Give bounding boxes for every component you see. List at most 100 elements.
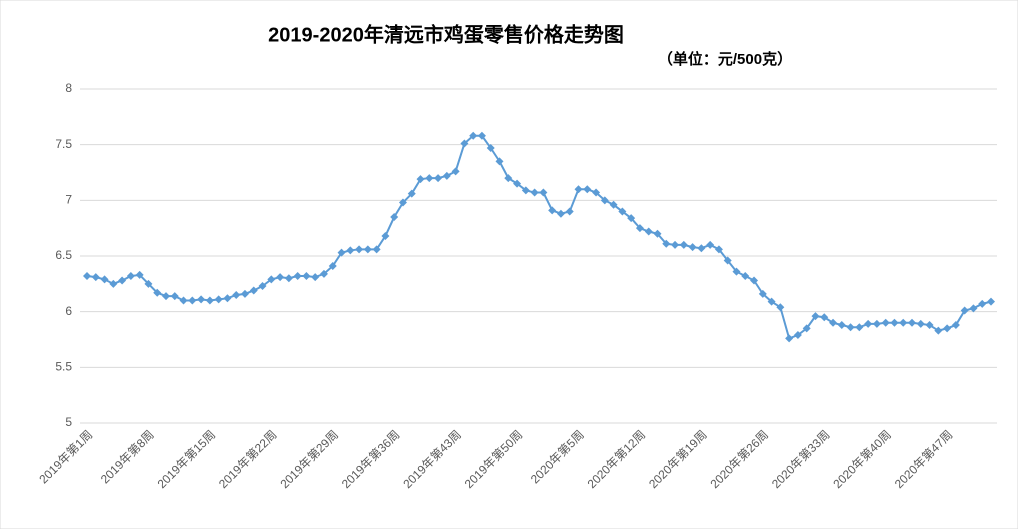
data-point	[328, 262, 337, 271]
chart-title: 2019-2020年清远市鸡蛋零售价格走势图	[268, 22, 624, 46]
data-point	[91, 273, 100, 282]
data-point	[460, 139, 469, 148]
data-point	[442, 171, 451, 180]
data-point	[864, 319, 873, 328]
data-point	[372, 245, 381, 254]
data-point	[811, 312, 820, 321]
y-tick-label: 8	[65, 81, 72, 95]
data-point	[302, 272, 311, 281]
data-point	[240, 289, 249, 298]
data-point	[688, 243, 697, 252]
data-point	[732, 267, 741, 276]
data-point	[829, 318, 838, 327]
y-tick-label: 6	[65, 304, 72, 318]
data-point	[609, 200, 618, 209]
data-point	[83, 272, 91, 281]
data-point	[618, 207, 627, 216]
data-point	[495, 157, 504, 166]
data-point	[486, 144, 495, 153]
data-point	[232, 290, 241, 299]
data-point	[706, 240, 715, 249]
data-point	[697, 244, 706, 253]
data-point	[714, 245, 723, 254]
data-point	[855, 323, 864, 332]
data-point	[785, 334, 794, 343]
data-point	[381, 231, 390, 240]
data-point	[126, 272, 135, 281]
data-point	[363, 245, 372, 254]
data-point	[188, 296, 197, 305]
data-point	[750, 276, 759, 285]
data-point	[978, 299, 987, 308]
data-point	[504, 174, 513, 183]
data-point	[179, 296, 188, 305]
data-point	[908, 318, 917, 327]
data-point	[943, 324, 952, 333]
data-point	[319, 269, 328, 278]
data-point	[249, 286, 258, 295]
data-point	[530, 188, 539, 197]
data-point	[951, 321, 960, 330]
data-point	[469, 131, 478, 140]
data-point	[346, 246, 355, 255]
y-tick-label: 6.5	[55, 248, 72, 262]
data-point	[276, 273, 285, 282]
data-point	[144, 279, 153, 288]
chart-subtitle: （单位：元/500克）	[658, 50, 792, 68]
data-point	[109, 279, 118, 288]
data-point	[267, 275, 276, 284]
data-point	[662, 239, 671, 248]
data-point	[987, 297, 995, 306]
data-point	[960, 306, 969, 315]
data-point	[477, 131, 486, 140]
data-point	[223, 294, 232, 303]
data-point	[214, 295, 223, 304]
data-point	[793, 331, 802, 340]
data-point	[881, 318, 890, 327]
data-point	[723, 256, 732, 265]
data-point	[258, 282, 267, 291]
data-point	[653, 229, 662, 238]
data-point	[355, 245, 364, 254]
data-point	[556, 209, 565, 218]
data-point	[820, 313, 829, 322]
data-point	[135, 270, 144, 279]
y-tick-label: 5.5	[55, 360, 72, 374]
data-point	[451, 167, 460, 176]
data-point	[916, 319, 925, 328]
data-point	[513, 179, 522, 188]
data-point	[398, 198, 407, 207]
y-tick-label: 7	[65, 193, 72, 207]
data-point	[837, 321, 846, 330]
data-point	[521, 186, 530, 195]
data-point	[583, 185, 592, 194]
data-point	[635, 224, 644, 233]
data-point	[548, 206, 557, 215]
data-point	[802, 324, 811, 333]
data-point	[644, 227, 653, 236]
data-point	[539, 188, 548, 197]
data-point	[776, 303, 785, 312]
data-point	[934, 326, 943, 335]
data-point	[205, 296, 214, 305]
data-point	[284, 274, 293, 283]
data-point	[574, 185, 583, 194]
data-point	[600, 196, 609, 205]
data-point	[390, 213, 399, 222]
data-point	[416, 175, 425, 184]
data-point	[153, 288, 162, 297]
data-point	[899, 318, 908, 327]
data-point	[565, 207, 574, 216]
data-point	[161, 292, 170, 301]
data-point	[425, 174, 434, 183]
data-point	[337, 248, 346, 257]
data-point	[969, 304, 978, 313]
data-point	[434, 174, 443, 183]
data-point	[741, 272, 750, 281]
y-tick-label: 5	[65, 415, 72, 429]
data-point	[890, 318, 899, 327]
data-point	[758, 289, 767, 298]
data-point	[197, 295, 206, 304]
